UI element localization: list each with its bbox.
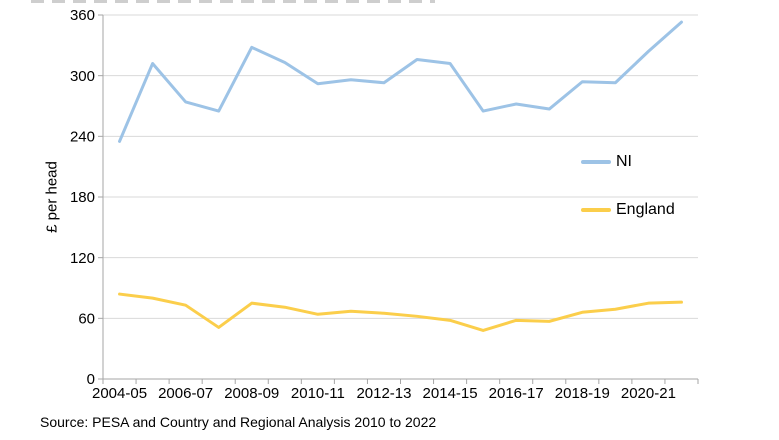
legend-label-ni: NI [616,153,632,170]
y-tick-label: 180 [70,189,95,206]
cropped-title-remnant [31,0,435,3]
x-tick-label: 2004-05 [92,385,147,402]
ni-series-line [118,20,683,143]
y-axis-title: £ per head [43,161,61,233]
legend-label-england: England [616,201,675,218]
source-note: Source: PESA and Country and Regional An… [40,414,437,430]
x-tick-label: 2006-07 [158,385,213,402]
x-tick-label: 2016-17 [489,385,544,402]
ni-line-swatch-icon [581,160,611,164]
y-tick-label: 0 [87,371,95,388]
y-tick-label: 240 [70,129,95,146]
x-tick-label: 2008-09 [224,385,279,402]
x-tick-label: 2020-21 [621,385,676,402]
england-line-swatch-icon [581,208,611,212]
y-tick-label: 60 [78,311,95,328]
y-tick-label: 300 [70,68,95,85]
line-chart: 0 60 120 180 240 300 360 2004-05 2006-07 2008-09 2… [70,7,699,402]
x-tick-label: 2014-15 [423,385,478,402]
legend-item-ni: NI [581,153,632,171]
x-tick-label: 2018-19 [555,385,610,402]
y-tick-label: 120 [70,250,95,267]
x-tick-label: 2012-13 [356,385,411,402]
x-tick-label: 2010-11 [291,385,345,402]
y-tick-label: 360 [70,7,95,24]
legend-item-england: England [581,201,675,219]
england-series-line [118,292,683,332]
